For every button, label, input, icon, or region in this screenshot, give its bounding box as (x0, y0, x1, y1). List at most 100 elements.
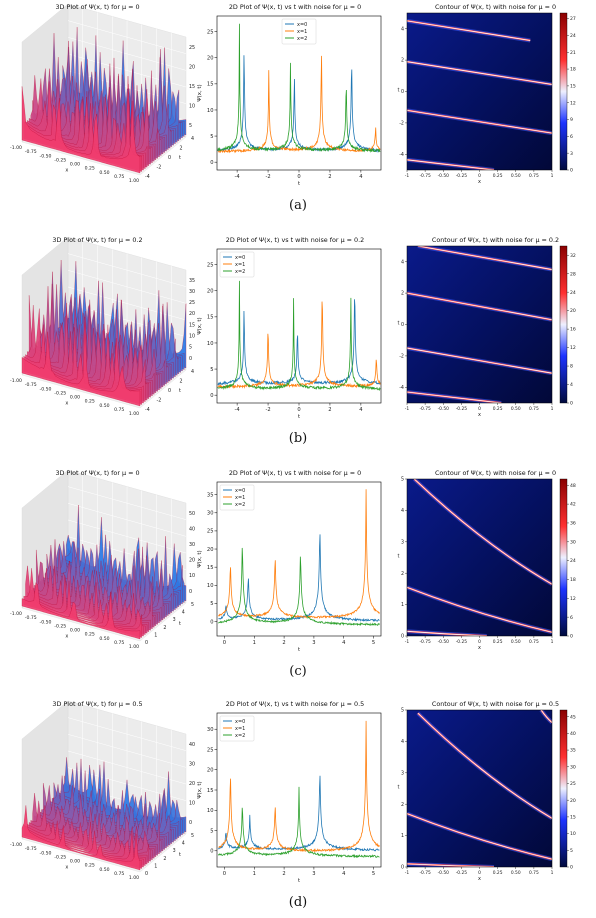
x-tick-label: 0 (223, 871, 226, 877)
x-tick-label: 1 (253, 640, 256, 646)
y-axis-label: t (179, 621, 181, 627)
ridge-highlight (407, 159, 495, 170)
grid-line (67, 286, 187, 321)
contour-plot: -1 -0.75 -0.50 -0.25 0 0.25 0.50 0.75 1012345xt0… (398, 477, 576, 651)
series-line (217, 301, 381, 390)
x-tick-label: 0.75 (529, 173, 539, 179)
y-tick-label: 2 (401, 58, 404, 64)
colorbar-tick-label: 27 (570, 16, 576, 22)
x-tick-label: 2 (328, 407, 331, 413)
y-tick-label: 20 (207, 547, 214, 553)
y-tick-label: 4 (401, 739, 404, 745)
surface-plot: -1.00-0.75-0.50-0.25 0.00 0.25 0.50 0.75 1.00… (10, 3, 204, 184)
grid-line (67, 503, 187, 537)
y-tick-label: 5 (401, 477, 404, 483)
x-tick-label: -0.25 (456, 639, 468, 645)
contour-plot: -1 -0.75 -0.50 -0.25 0 0.25 0.50 0.75 1012345xt0… (398, 708, 576, 882)
colorbar (559, 245, 568, 404)
colorbar-tick-label: 28 (570, 271, 576, 277)
x-tick-label: 0.75 (114, 640, 124, 646)
colorbar-tick-label: 8 (570, 364, 573, 370)
y-tick-label: -4 (399, 152, 404, 158)
x-tick-label: 0.25 (85, 863, 95, 869)
z-tick-label: 25 (189, 45, 195, 51)
x-tick-label: -0.25 (456, 870, 468, 876)
y-axis-label: t (179, 155, 181, 161)
x-tick-label: 0.50 (99, 636, 109, 642)
legend-label: x=2 (235, 502, 245, 508)
surface-plot: -1.00-0.75-0.50-0.25 0.00 0.25 0.50 0.75 1.00… (10, 236, 204, 417)
x-tick-label: 0.50 (99, 403, 109, 409)
line-chart: -4 -2 0 2 4 0 5 10 15 20 25 t Ψ(x, t) x=0x=1x=2 (197, 15, 382, 187)
y-tick-label: 0 (168, 155, 171, 161)
series-line (218, 489, 380, 619)
contour-panel: Contour of Ψ(x, t) with noise for μ = 0.… (395, 233, 596, 423)
x-tick-label: -1.00 (10, 611, 22, 617)
x-tick-label: -4 (235, 407, 241, 413)
y-axis-label: Ψ(x, t) (197, 84, 203, 101)
ridge-highlight (407, 391, 502, 403)
y-tick-label: 1 (154, 632, 157, 638)
ridge-highlight (407, 20, 531, 41)
heatmap-background (407, 246, 552, 403)
ridge-group (407, 710, 552, 867)
surface-panel: 3D Plot of Ψ(x, t) for μ = 0 -1.00 -0.75-… (0, 466, 204, 656)
x-tick-label: 0 (223, 640, 226, 646)
y-tick-label: 15 (207, 788, 214, 794)
y-axis-label: t (398, 554, 400, 560)
y-tick-label: 0 (210, 849, 213, 855)
colorbar-tick-label: 18 (570, 577, 576, 583)
z-tick-label: 10 (189, 573, 195, 579)
x-axis-label: t (298, 414, 300, 420)
z-tick-label: 0 (189, 589, 192, 595)
surface-title: 3D Plot of Ψ(x, t) for μ = 0.5 (52, 700, 143, 708)
x-tick-label: -1.00 (10, 378, 22, 384)
legend-label: x=2 (235, 733, 245, 739)
x-tick-label: 0.50 (99, 170, 109, 176)
x-tick-label: -1 (405, 870, 410, 876)
y-axis-label: t (179, 852, 181, 858)
surface-panel: 3D Plot of Ψ(x, t) for μ = 0 -1.00 -0.75-… (0, 0, 204, 190)
figure-caption: (c) (289, 664, 307, 679)
x-tick-label: 0.25 (493, 406, 503, 412)
x-tick-label: 0.75 (114, 174, 124, 180)
y-tick-label: 20 (207, 289, 214, 295)
y-tick-label: 2 (180, 379, 183, 385)
surface-panel: 3D Plot of Ψ(x, t) for μ = 0.2 -1.00 -0.7… (0, 233, 204, 423)
grid-line (67, 253, 187, 287)
x-tick-label: -0.50 (438, 406, 450, 412)
ridge-highlight (407, 586, 552, 633)
colorbar-tick-label: 9 (570, 117, 573, 123)
x-tick-label: 0.75 (529, 870, 539, 876)
series-line (217, 280, 381, 392)
x-tick-label: 1 (253, 871, 256, 877)
legend-label: x=2 (297, 36, 307, 42)
series-line (217, 299, 381, 386)
y-tick-label: 30 (207, 511, 214, 517)
x-tick-label: 1.00 (129, 178, 139, 184)
line-chart-panel: 2D Plot of Ψ(x, t) vs t with noise for μ… (195, 697, 395, 887)
y-tick-label: 10 (207, 583, 214, 589)
x-tick-label: -1.00 (10, 145, 22, 151)
x-tick-label: -1.00 (10, 842, 22, 848)
z-tick-label: 35 (189, 278, 195, 284)
line-chart-title: 2D Plot of Ψ(x, t) vs t with noise for μ… (225, 700, 365, 708)
y-tick-label: 25 (207, 747, 214, 753)
z-tick-label: 0 (189, 356, 192, 362)
x-tick-label: -0.25 (54, 390, 66, 396)
colorbar-tick-label: 0 (570, 634, 573, 640)
colorbar-tick-label: 25 (570, 781, 576, 787)
x-tick-label: -0.50 (40, 386, 52, 392)
ridge-highlight (407, 347, 552, 374)
surface-strip (21, 86, 141, 174)
y-tick-label: 5 (210, 828, 213, 834)
legend-label: x=0 (235, 488, 245, 494)
x-tick-label: -2 (265, 407, 270, 413)
ridge-highlight (407, 630, 487, 636)
y-tick-label: 0 (210, 393, 213, 399)
x-tick-label: -0.50 (438, 173, 450, 179)
x-tick-label: 0.75 (114, 407, 124, 413)
ridge-highlight (540, 710, 552, 723)
y-tick-label: -4 (145, 174, 150, 180)
x-tick-label: 2 (328, 174, 331, 180)
